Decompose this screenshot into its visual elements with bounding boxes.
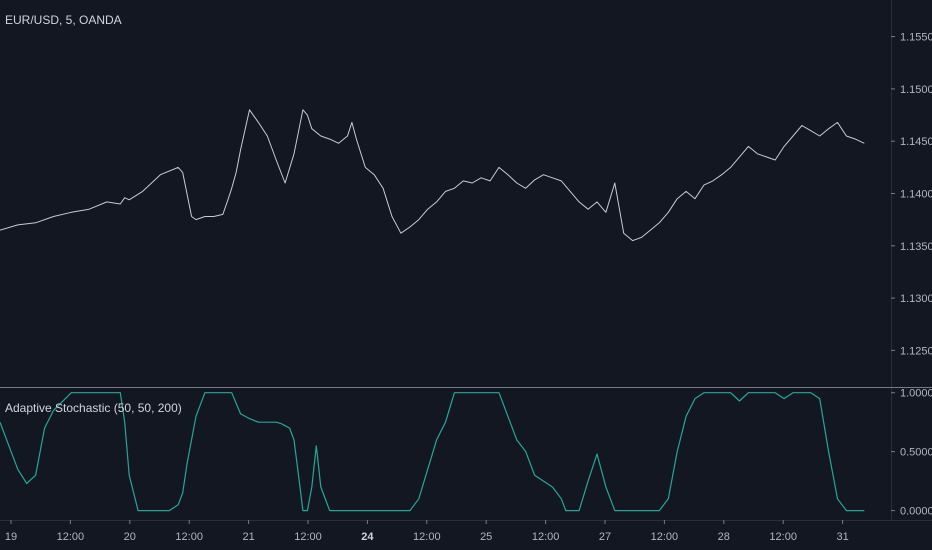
time-axis-tick-label: 12:00 <box>175 531 203 543</box>
time-axis-tick-label: 19 <box>5 531 17 543</box>
time-axis-tick-label: 12:00 <box>651 531 679 543</box>
indicator-axis-tick-label: 0.0000 <box>900 506 932 518</box>
price-axis-tick-label: 1.15500 <box>900 32 932 44</box>
time-axis-tick-label: 24 <box>361 531 374 543</box>
indicator-title: Adaptive Stochastic (50, 50, 200) <box>5 401 182 415</box>
symbol-title: EUR/USD, 5, OANDA <box>5 13 122 27</box>
time-axis-tick-label: 31 <box>836 531 848 543</box>
adaptive-stochastic-line <box>0 392 865 512</box>
indicator-axis-tick-label: 1.0000 <box>900 388 932 400</box>
price-axis-tick-label: 1.14500 <box>900 136 932 148</box>
time-axis-tick-label: 20 <box>124 531 136 543</box>
price-series-line <box>0 109 865 242</box>
time-axis-tick-label: 12:00 <box>57 531 85 543</box>
price-axis: 1.15500 1.15000 1.14500 1.14000 1.13500 1.130… <box>891 32 932 357</box>
indicator-axis-tick-label: 0.5000 <box>900 447 932 459</box>
time-axis-tick-label: 25 <box>480 531 492 543</box>
time-axis-tick-label: 12:00 <box>769 531 797 543</box>
time-axis-tick-label: 12:00 <box>413 531 441 543</box>
price-series-layer <box>0 109 865 242</box>
time-axis-tick-label: 21 <box>242 531 254 543</box>
price-axis-tick-label: 1.13500 <box>900 241 932 253</box>
time-axis-tick-label: 27 <box>599 531 611 543</box>
price-axis-tick-label: 1.14000 <box>900 189 932 201</box>
time-axis-tick-label: 28 <box>718 531 730 543</box>
price-axis-tick-label: 1.12500 <box>900 345 932 357</box>
time-axis-tick-label: 12:00 <box>532 531 560 543</box>
indicator-series-layer <box>0 392 865 512</box>
price-axis-tick-label: 1.13000 <box>900 293 932 305</box>
time-axis: 19 12:00 20 12:00 21 12:00 24 12:00 25 12:00 27 12:… <box>5 520 849 543</box>
time-axis-tick-label: 12:00 <box>294 531 322 543</box>
indicator-axis: 1.0000 0.5000 0.0000 <box>891 388 932 518</box>
price-axis-tick-label: 1.15000 <box>900 84 932 96</box>
